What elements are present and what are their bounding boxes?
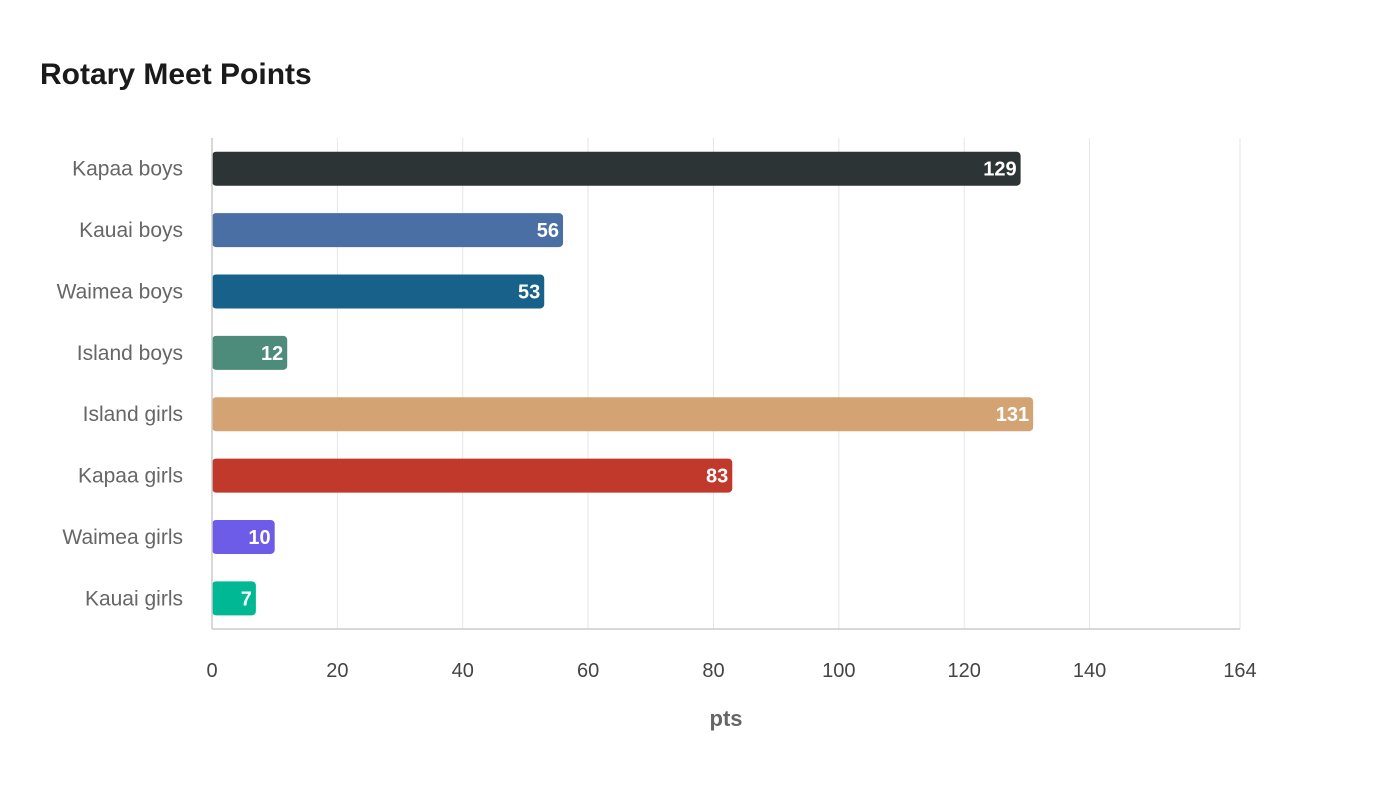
x-tick-label: 120 <box>948 660 981 682</box>
bars: 129 56 53 12 131 83 10 7 <box>212 151 1034 616</box>
bar <box>212 458 733 493</box>
category-label: Island boys <box>77 342 183 365</box>
category-label: Kauai boys <box>79 219 183 242</box>
x-tick-label: 80 <box>702 660 724 682</box>
axes <box>211 138 1240 630</box>
x-tick-label: 40 <box>452 660 474 682</box>
x-tick-labels: 0 20 40 60 80 100 120 140 164 <box>206 660 1256 682</box>
x-tick-label: 0 <box>206 660 217 682</box>
category-label: Waimea boys <box>57 280 183 303</box>
bar-value-label: 7 <box>241 588 252 610</box>
bar <box>212 151 1021 186</box>
chart-title: Rotary Meet Points <box>40 58 312 91</box>
x-tick-label: 60 <box>577 660 599 682</box>
bar <box>212 335 288 370</box>
x-tick-label: 140 <box>1073 660 1106 682</box>
grid-lines <box>336 138 1241 629</box>
category-label: Kauai girls <box>85 587 183 610</box>
bar <box>212 519 275 554</box>
bar-value-label: 129 <box>983 159 1016 181</box>
bar <box>212 213 564 248</box>
x-tick-label: 100 <box>822 660 855 682</box>
category-label: Kapaa boys <box>72 158 183 181</box>
bar-value-label: 56 <box>537 220 559 242</box>
x-tick-label: 20 <box>326 660 348 682</box>
category-label: Island girls <box>83 403 183 426</box>
x-tick-label: 164 <box>1223 660 1256 682</box>
bar-value-label: 131 <box>996 404 1029 426</box>
category-label: Waimea girls <box>62 526 183 549</box>
category-label: Kapaa girls <box>78 465 183 488</box>
bar <box>212 581 256 616</box>
bar-value-label: 53 <box>518 281 540 303</box>
bar-value-label: 12 <box>261 343 283 365</box>
category-labels: Kapaa boys Kauai boys Waimea boys Island bo… <box>57 158 183 611</box>
x-axis-title: pts <box>710 706 743 731</box>
bar-value-label: 83 <box>706 466 728 488</box>
bar-value-label: 10 <box>248 527 270 549</box>
bar <box>212 397 1034 432</box>
bar <box>212 274 545 309</box>
